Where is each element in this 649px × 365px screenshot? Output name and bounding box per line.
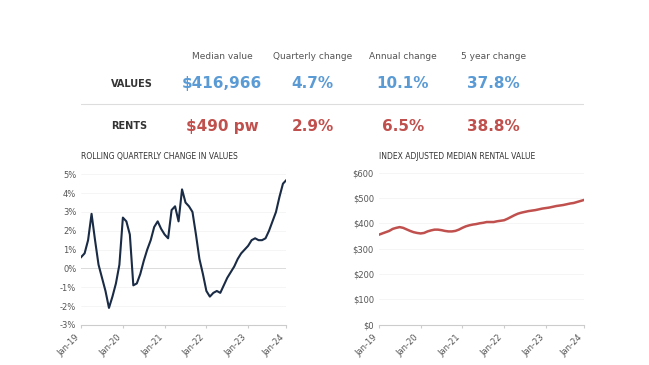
Text: 10.1%: 10.1% <box>377 76 429 91</box>
Text: ROLLING QUARTERLY CHANGE IN VALUES: ROLLING QUARTERLY CHANGE IN VALUES <box>81 152 238 161</box>
Text: $416,966: $416,966 <box>182 76 262 91</box>
Text: INDEX ADJUSTED MEDIAN RENTAL VALUE: INDEX ADJUSTED MEDIAN RENTAL VALUE <box>379 152 535 161</box>
Text: Quarterly change: Quarterly change <box>273 52 352 61</box>
Text: 6.5%: 6.5% <box>382 119 424 134</box>
Text: 5 year change: 5 year change <box>461 52 526 61</box>
Text: 2.9%: 2.9% <box>291 119 334 134</box>
Text: 4.7%: 4.7% <box>291 76 334 91</box>
Text: RENTS: RENTS <box>112 121 147 131</box>
Text: 38.8%: 38.8% <box>467 119 520 134</box>
Text: $490 pw: $490 pw <box>186 119 258 134</box>
Text: Median value: Median value <box>191 52 252 61</box>
Text: Annual change: Annual change <box>369 52 437 61</box>
Text: 37.8%: 37.8% <box>467 76 520 91</box>
Text: VALUES: VALUES <box>112 79 153 89</box>
